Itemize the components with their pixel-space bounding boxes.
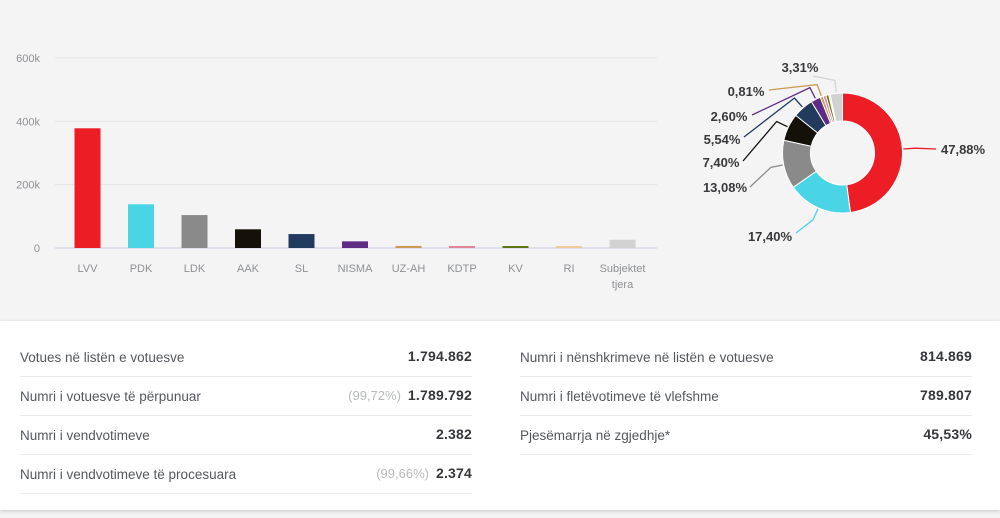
y-axis-tick: 600k [16,53,40,65]
donut-percent-label: 17,40% [748,229,793,244]
stat-row: Votues në listën e votuesve 1.794.862 [20,338,472,377]
bar-category-label: LDK [184,263,206,275]
stat-value: 814.869 [919,348,972,364]
donut-percent-label: 47,88% [941,142,986,157]
stat-percent: (99,66%) [376,466,429,481]
bar-lvv[interactable] [74,128,101,248]
stat-row: Numri i vendvotimeve 2.382 [20,416,472,455]
stat-label: Pjesëmarrja në zgjedhje* [520,427,671,443]
bar-ldk[interactable] [181,215,208,248]
bar-category-label: AAK [237,263,260,275]
donut-percent-label: 5,54% [704,132,741,147]
bar-aak[interactable] [235,229,261,248]
stat-value: 45,53% [923,426,972,442]
bar-ri[interactable] [556,246,582,248]
bar-category-label: PDK [130,263,153,275]
bar-category-label: LVV [78,263,99,275]
stat-value: 2.382 [435,426,472,442]
stat-value: 2.374 [435,465,472,481]
bar-pdk[interactable] [128,204,154,248]
stat-percent: (99,72%) [348,388,401,403]
bar-category-label: UZ-AH [392,263,426,275]
stat-row: Pjesëmarrja në zgjedhje* 45,53% [520,416,972,455]
stat-label: Numri i vendvotimeve [20,427,150,443]
bar-uz-ah[interactable] [395,245,422,248]
stats-column-right: Numri i nënshkrimeve në listën e votuesv… [520,338,972,455]
stat-value: 1.794.862 [407,348,472,364]
stat-row: Numri i fletëvotimeve të vlefshme 789.807 [520,377,972,416]
donut-percent-label: 13,08% [703,180,748,195]
donut-leader-line [751,86,816,116]
stat-row: Numri i votuesve të përpunuar (99,72%) 1.7… [20,377,472,416]
donut-leader-line [742,120,788,162]
stat-value: 1.789.792 [407,387,472,403]
donut-leader-line [743,97,803,138]
bar-nisma[interactable] [342,241,368,248]
donut-percent-label: 2,60% [711,109,748,124]
bar-category-label: KDTP [447,263,476,275]
stat-label: Numri i fletëvotimeve të vlefshme [520,388,719,404]
donut-leader-line [768,83,822,97]
vote-share-donut-chart: 47,88% 17,40% 13,08% 7,40% 5,54% 2,60% 0,81% 3,… [703,60,986,244]
donut-slice-lvv[interactable] [842,92,903,214]
stat-row: Numri i nënshkrimeve në listën e votuesv… [520,338,972,377]
charts-row: 0 200k 400k 600k LVV PDK LDK AAK SL NISMA UZ-AH KDT… [16,53,986,291]
bar-category-label: NISMA [338,263,374,275]
donut-slice-subjektet-tjera[interactable] [829,92,843,123]
donut-leader-line [749,164,783,188]
y-axis-tick: 200k [16,180,40,192]
stat-label: Numri i votuesve të përpunuar [20,388,201,404]
bar-category-label: Subjektet tjera [600,263,646,291]
bar-category-label: RI [564,263,575,275]
stats-column-left: Votues në listën e votuesve 1.794.862 Numr… [20,338,472,494]
bar-sl[interactable] [288,234,315,248]
donut-percent-label: 7,40% [703,155,740,170]
bar-category-label: KV [508,263,523,275]
y-axis-tick: 400k [16,116,40,128]
stat-label: Numri i nënshkrimeve në listën e votuesv… [520,349,774,365]
bar-subjektet-tjera[interactable] [609,239,636,248]
donut-leader-line [903,147,937,150]
stat-row: Numri i vendvotimeve të procesuara (99,66… [20,455,472,494]
stat-label: Votues në listën e votuesve [20,349,185,365]
summary-stats-card: Votues në listën e votuesve 1.794.862 Numr… [0,321,1000,510]
bar-category-label: SL [295,263,308,275]
donut-leader-line [812,75,837,93]
stat-label: Numri i vendvotimeve të procesuara [20,466,237,482]
votes-bar-chart: 0 200k 400k 600k LVV PDK LDK AAK SL NISMA UZ-AH KDT… [16,53,657,291]
stat-value: 789.807 [919,387,972,403]
donut-leader-line [795,208,819,234]
bar-kdtp[interactable] [449,246,475,248]
donut-percent-label: 3,31% [782,60,819,75]
bar-kv[interactable] [502,246,529,248]
donut-percent-label: 0,81% [728,84,765,99]
y-axis-tick: 0 [34,243,40,255]
